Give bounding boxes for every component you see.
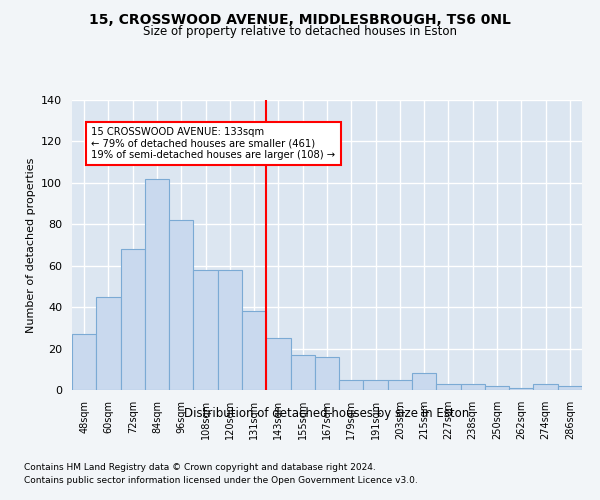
Bar bbox=[485, 386, 509, 390]
Bar bbox=[388, 380, 412, 390]
Text: 15 CROSSWOOD AVENUE: 133sqm
← 79% of detached houses are smaller (461)
19% of se: 15 CROSSWOOD AVENUE: 133sqm ← 79% of det… bbox=[91, 127, 335, 160]
Bar bbox=[145, 178, 169, 390]
Bar bbox=[266, 338, 290, 390]
Bar bbox=[72, 334, 96, 390]
Bar bbox=[193, 270, 218, 390]
Bar bbox=[533, 384, 558, 390]
Bar bbox=[169, 220, 193, 390]
Text: Size of property relative to detached houses in Eston: Size of property relative to detached ho… bbox=[143, 25, 457, 38]
Text: Contains HM Land Registry data © Crown copyright and database right 2024.: Contains HM Land Registry data © Crown c… bbox=[24, 464, 376, 472]
Bar bbox=[436, 384, 461, 390]
Y-axis label: Number of detached properties: Number of detached properties bbox=[26, 158, 35, 332]
Bar bbox=[461, 384, 485, 390]
Bar bbox=[242, 312, 266, 390]
Bar bbox=[339, 380, 364, 390]
Text: Distribution of detached houses by size in Eston: Distribution of detached houses by size … bbox=[184, 408, 470, 420]
Bar bbox=[96, 297, 121, 390]
Bar bbox=[364, 380, 388, 390]
Bar bbox=[121, 249, 145, 390]
Bar bbox=[218, 270, 242, 390]
Bar bbox=[290, 355, 315, 390]
Bar bbox=[509, 388, 533, 390]
Text: 15, CROSSWOOD AVENUE, MIDDLESBROUGH, TS6 0NL: 15, CROSSWOOD AVENUE, MIDDLESBROUGH, TS6… bbox=[89, 12, 511, 26]
Text: Contains public sector information licensed under the Open Government Licence v3: Contains public sector information licen… bbox=[24, 476, 418, 485]
Bar bbox=[412, 374, 436, 390]
Bar bbox=[315, 357, 339, 390]
Bar bbox=[558, 386, 582, 390]
